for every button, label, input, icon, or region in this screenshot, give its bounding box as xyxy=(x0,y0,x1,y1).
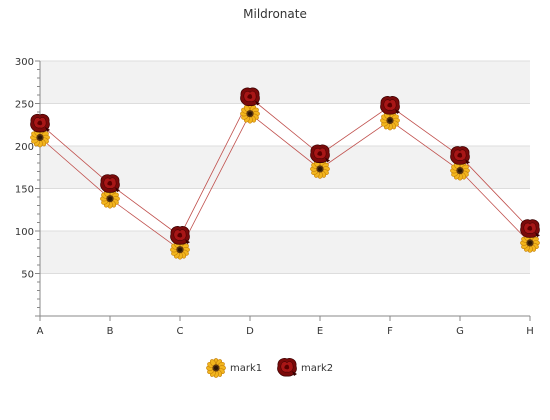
point-mark2 xyxy=(30,113,51,133)
x-tick-label: C xyxy=(177,326,184,337)
sunflower-icon xyxy=(206,358,226,378)
point-mark2 xyxy=(240,87,261,107)
x-tick-label: E xyxy=(317,326,323,337)
grid-band xyxy=(40,146,530,189)
series-line-mark2 xyxy=(39,96,531,237)
y-tick-label: 200 xyxy=(15,142,34,153)
grid-band xyxy=(40,231,530,274)
y-tick-label: 150 xyxy=(15,185,34,196)
point-mark1 xyxy=(240,103,260,124)
series-line-mark1 xyxy=(39,113,531,251)
point-mark2 xyxy=(380,95,401,115)
x-tick-label: H xyxy=(526,326,534,337)
y-tick-label: 250 xyxy=(15,100,34,111)
point-mark2 xyxy=(170,225,191,245)
plot-background xyxy=(40,60,530,274)
point-mark2 xyxy=(450,146,471,165)
legend-label-mark2: mark2 xyxy=(301,363,333,374)
rose-icon xyxy=(277,357,298,377)
legend-item-mark2: mark2 xyxy=(277,357,333,377)
chart-title: Mildronate xyxy=(243,7,307,21)
legend: mark1 mark2 xyxy=(206,357,333,378)
y-tick-label: 50 xyxy=(21,270,34,281)
grid-band xyxy=(40,61,530,104)
y-tick-labels: 50 100 150 200 250 300 xyxy=(15,57,34,281)
point-mark2 xyxy=(310,144,331,164)
x-tick-label: F xyxy=(387,326,393,337)
x-tick-labels: A B C D E F G H xyxy=(37,326,534,337)
x-tick-label: G xyxy=(456,326,464,337)
point-mark2 xyxy=(520,219,541,238)
x-tick-label: A xyxy=(37,326,44,337)
y-tick-label: 300 xyxy=(15,57,34,68)
legend-item-mark1: mark1 xyxy=(206,358,262,378)
x-tick-label: D xyxy=(246,326,254,337)
legend-label-mark1: mark1 xyxy=(230,363,262,374)
x-tick-label: B xyxy=(107,326,114,337)
y-tick-label: 100 xyxy=(15,227,34,238)
point-mark2 xyxy=(100,174,121,193)
series-lines xyxy=(39,96,531,251)
